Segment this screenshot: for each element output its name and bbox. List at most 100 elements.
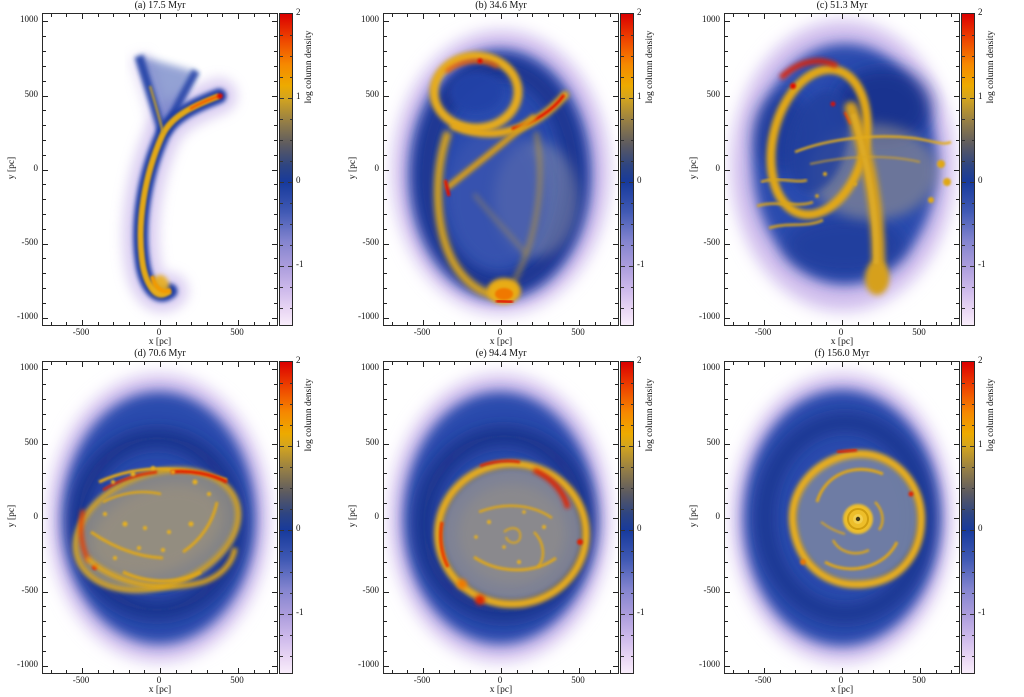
- axis-tick: [621, 467, 624, 469]
- axis-tick: [43, 65, 46, 67]
- axis-tick: [274, 473, 277, 475]
- axis-tick: [289, 572, 292, 574]
- x-tick-label: -500: [72, 327, 90, 337]
- axis-tick: [547, 322, 549, 325]
- axis-tick: [485, 362, 487, 365]
- axis-tick: [725, 487, 728, 489]
- panel-d: (d) 70.6 Myr: [0, 348, 341, 697]
- axis-tick: [594, 322, 596, 325]
- axis-tick: [280, 203, 283, 205]
- axis-tick: [43, 154, 46, 156]
- axis-tick: [810, 362, 812, 365]
- axis-tick: [407, 14, 409, 17]
- axis-tick: [971, 572, 974, 574]
- axis-tick: [50, 322, 52, 325]
- axis-tick: [935, 670, 937, 673]
- axis-tick: [289, 287, 292, 289]
- axis-tick: [962, 245, 965, 247]
- axis-tick: [888, 362, 890, 365]
- axis-tick: [280, 161, 283, 163]
- axis-tick: [954, 591, 959, 593]
- axis-tick: [280, 404, 283, 405]
- axis-tick: [43, 517, 48, 519]
- axis-tick: [191, 670, 193, 673]
- axis-tick: [144, 14, 146, 17]
- colorbar-tick-label: -1: [637, 607, 645, 618]
- axis-tick: [43, 458, 46, 460]
- y-tick-label: 1000: [702, 14, 720, 25]
- density-map-art: [49, 374, 269, 662]
- axis-tick: [630, 245, 633, 247]
- axis-tick: [615, 51, 618, 52]
- axis-tick: [971, 56, 974, 57]
- axis-tick: [956, 547, 959, 549]
- axis-tick: [43, 636, 46, 637]
- axis-tick: [615, 228, 618, 230]
- y-tick-label: 0: [374, 162, 380, 173]
- axis-tick: [629, 614, 633, 616]
- axis-tick: [288, 614, 292, 616]
- axis-tick: [384, 288, 387, 289]
- colorbar-tick-label: 1: [978, 91, 983, 102]
- x-axis-label: x [pc]: [148, 685, 172, 695]
- axis-tick: [469, 362, 471, 365]
- axis-tick: [962, 203, 965, 205]
- axis-tick: [630, 119, 633, 121]
- x-axis-label: x [pc]: [489, 685, 513, 695]
- axis-tick: [962, 551, 965, 553]
- axis-tick: [630, 404, 633, 405]
- axis-tick: [956, 288, 959, 289]
- axis-tick: [971, 383, 974, 384]
- axis-tick: [630, 140, 633, 142]
- axis-tick: [629, 530, 633, 532]
- axis-tick: [615, 413, 618, 415]
- axis-tick: [289, 161, 292, 163]
- axis-tick: [615, 547, 618, 549]
- axis-tick: [222, 670, 224, 673]
- axis-tick: [920, 668, 921, 673]
- axis-tick: [725, 36, 728, 38]
- axis-tick: [516, 322, 518, 325]
- x-axis-label: x [pc]: [489, 337, 513, 347]
- axis-tick: [962, 614, 966, 616]
- axis-tick: [384, 547, 387, 549]
- axis-tick: [43, 576, 46, 578]
- colorbar: [620, 361, 634, 674]
- axis-tick: [810, 322, 812, 325]
- axis-tick: [288, 266, 292, 268]
- axis-tick: [501, 668, 502, 673]
- axis-tick: [956, 273, 959, 275]
- density-map-art: [393, 30, 609, 314]
- axis-tick: [423, 14, 424, 19]
- density-map-e: [383, 361, 619, 674]
- panel-title: (a) 17.5 Myr: [134, 0, 186, 11]
- y-tick-label: -500: [362, 236, 380, 247]
- axis-tick: [43, 665, 48, 667]
- axis-tick: [384, 199, 387, 201]
- axis-tick: [615, 184, 618, 186]
- axis-tick: [384, 428, 387, 430]
- axis-tick: [962, 287, 965, 289]
- axis-tick: [289, 593, 292, 595]
- axis-tick: [956, 473, 959, 475]
- x-tick-label: 0: [156, 675, 162, 685]
- colorbar-tick-label: -1: [978, 607, 986, 618]
- axis-tick: [280, 488, 283, 490]
- colorbar-tick-label: 0: [296, 175, 301, 186]
- x-axis-label: x [pc]: [830, 337, 854, 347]
- axis-tick: [594, 670, 596, 673]
- axis-tick: [384, 228, 387, 230]
- y-tick-label: -1000: [699, 658, 720, 669]
- axis-tick: [269, 14, 271, 17]
- axis-tick: [288, 530, 292, 532]
- axis-tick: [621, 509, 624, 511]
- axis-tick: [956, 487, 959, 489]
- colorbar-tick-label: 0: [978, 523, 983, 534]
- axis-tick: [956, 428, 959, 430]
- axis-tick: [43, 243, 48, 245]
- y-tick-label: 500: [365, 88, 380, 99]
- axis-tick: [725, 110, 728, 112]
- axis-tick: [621, 98, 625, 100]
- axis-tick: [956, 80, 959, 82]
- axis-tick: [280, 656, 283, 658]
